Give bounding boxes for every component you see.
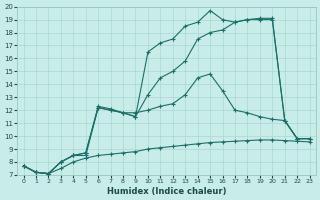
X-axis label: Humidex (Indice chaleur): Humidex (Indice chaleur) <box>107 187 226 196</box>
